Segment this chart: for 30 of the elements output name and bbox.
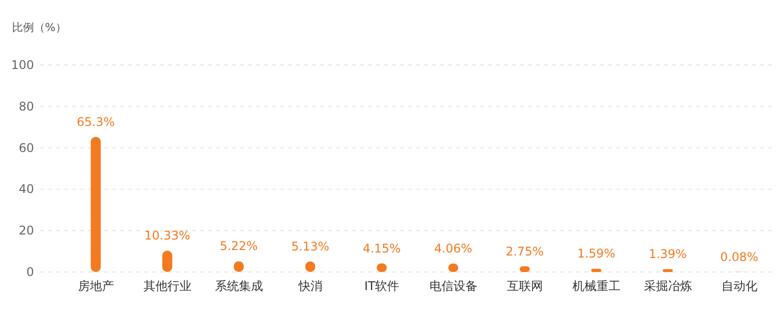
x-tick-label: 房地产 xyxy=(78,279,114,293)
y-tick-label: 40 xyxy=(18,182,34,196)
y-tick-label: 0 xyxy=(26,265,34,279)
x-tick-label: 电信设备 xyxy=(429,279,478,293)
x-tick-label: 自动化 xyxy=(721,279,758,293)
data-label: 65.3% xyxy=(76,114,115,129)
x-tick-label: 系统集成 xyxy=(214,279,263,293)
x-tick-label: 其他行业 xyxy=(143,279,192,293)
x-tick-label: 互联网 xyxy=(506,279,543,293)
bar xyxy=(662,269,673,272)
data-label: 1.39% xyxy=(648,247,687,262)
x-tick-label: 机械重工 xyxy=(572,279,620,293)
data-label: 2.75% xyxy=(506,244,544,258)
bar xyxy=(591,268,602,272)
data-label: 4.15% xyxy=(362,241,401,256)
bar xyxy=(90,136,101,272)
y-tick-label: 60 xyxy=(18,140,34,155)
y-tick-label: 100 xyxy=(11,58,34,72)
y-tick-label: 20 xyxy=(18,224,34,238)
x-tick-label: 快消 xyxy=(297,279,322,293)
data-label: 4.06% xyxy=(434,242,472,256)
y-tick-label: 80 xyxy=(18,99,34,114)
y-axis-title: 比例（%） xyxy=(12,21,66,34)
x-tick-label: 采掘冶炼 xyxy=(644,279,692,293)
data-label: 5.22% xyxy=(220,239,258,254)
x-tick-label: IT软件 xyxy=(364,279,400,293)
data-label: 0.08% xyxy=(720,250,758,264)
data-label: 5.13% xyxy=(291,239,330,254)
data-label: 1.59% xyxy=(577,246,616,261)
data-label: 10.33% xyxy=(144,228,190,243)
